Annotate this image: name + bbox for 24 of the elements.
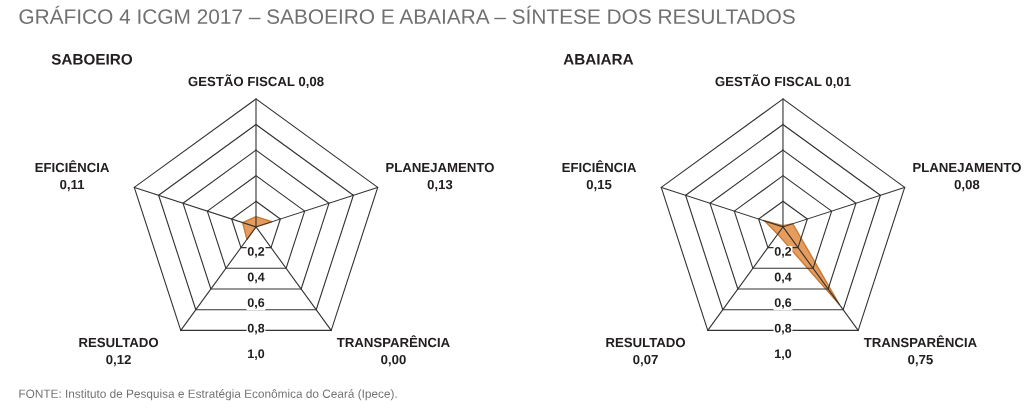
y-tick-label: 0,6 [774,298,792,309]
spoke-label: RESULTADO 0,07 [606,337,686,367]
spoke-label: EFICIÊNCIA 0,11 [35,160,110,192]
spoke-label: RESULTADO 0,12 [79,337,159,367]
y-tick-label: 1,0 [775,349,792,360]
spoke-label: GESTÃO FISCAL 0,01 [715,74,851,89]
chart-title: ABAIARA [563,54,634,65]
chart-title: SABOEIRO [51,53,133,65]
spoke-label: TRANSPARÊNCIA 0,00 [336,335,450,367]
text: GRÁFICO 4 ICGM 2017 – SABOEIRO E ABAIARA – SÍNTESE DOS RESULTADOS [19,5,795,24]
spoke-label: TRANSPARÊNCIA 0,75 [863,335,977,367]
y-tick-label: 0,8 [247,323,265,335]
spoke-label: PLANEJAMENTO 0,13 [386,162,494,192]
y-tick-label: 1,0 [248,349,265,360]
y-tick-label: 0,6 [247,298,265,309]
y-tick-label: 0,2 [247,246,265,258]
spoke-label: GESTÃO FISCAL 0,08 [188,74,324,89]
y-tick-label: 0,4 [774,272,792,284]
y-tick-label: 0,4 [247,272,265,284]
y-tick-label: 0,2 [774,246,792,258]
y-tick-label: 0,8 [774,323,792,335]
spoke-label: PLANEJAMENTO 0,08 [913,162,1021,192]
source-note: FONTE: Instituto de Pesquisa e Estratégia Econômica do Ceará (Ipece). [19,389,397,401]
spoke-label: EFICIÊNCIA 0,15 [562,160,637,192]
